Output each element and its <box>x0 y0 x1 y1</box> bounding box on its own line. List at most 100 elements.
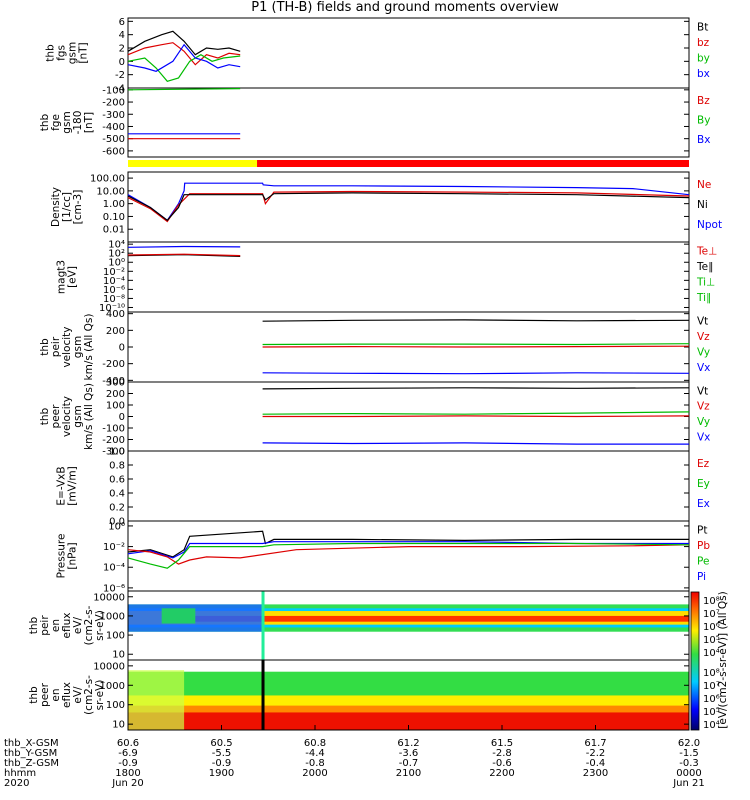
series-Vx <box>262 372 690 375</box>
spec-gap <box>261 660 265 730</box>
colorbar-label: 10⁸ <box>703 668 720 679</box>
y-tick-label: 2 <box>119 44 125 55</box>
panel-spec_ion: 10000 1000 100 10 thb peir en eflux eV/(cm2-s-sr… <box>28 590 690 661</box>
x-row-value: 1900 <box>209 768 234 779</box>
y-axis-label: [nT] <box>78 42 90 63</box>
y-tick-label: 0.01 <box>103 225 125 236</box>
x-row-value: 61.5 <box>491 738 513 749</box>
y-tick-label: 10⁻⁶ <box>103 583 125 594</box>
y-tick-label: 10⁻⁴ <box>103 276 125 287</box>
y-axis-label: eflux <box>61 613 73 639</box>
legend-Pe: Pe <box>697 556 709 568</box>
y-tick-label: 10⁰ <box>108 258 125 269</box>
colorbar-label: 10⁷ <box>703 609 720 620</box>
panel-frame <box>127 241 690 313</box>
y-tick-label: 1.00 <box>103 199 125 210</box>
x-row-value: -2.2 <box>586 748 606 759</box>
series-by <box>127 54 241 82</box>
legend-Bt: Bt <box>697 21 708 33</box>
panel-velocity_all: 400 200 0 -200 -400 thb peir velocity gsm km/s (A… <box>39 309 710 387</box>
y-axis-label: fgs <box>56 45 68 61</box>
y-axis-label: thb <box>28 686 40 704</box>
legend-Vx: Vx <box>697 362 710 374</box>
series-Ti∥ <box>127 245 241 248</box>
y-tick-label: -200 <box>102 435 125 446</box>
y-tick-label: -400 <box>102 376 125 387</box>
series-Ne <box>127 190 690 223</box>
colorbar-title: [eV/(cm2-s-sr-eV)] (All Qs) <box>717 591 729 728</box>
y-axis-label: thb <box>39 407 51 425</box>
series-Pe <box>127 542 690 569</box>
x-row-label: hhmm <box>4 768 36 779</box>
y-tick-label: -200 <box>102 359 125 370</box>
series-bx <box>127 43 241 72</box>
x-row-value: 60.6 <box>117 738 139 749</box>
y-tick-label: -4 <box>115 84 125 95</box>
y-tick-label: -2 <box>115 70 125 81</box>
y-axis-label: km/s (All Qs) <box>83 314 95 381</box>
colorbar-label: 10⁸ <box>703 596 720 607</box>
y-axis-label: velocity <box>61 396 73 437</box>
y-axis-label: peer <box>50 404 62 429</box>
series-Vy <box>262 343 690 346</box>
y-tick-label: 200 <box>106 389 125 400</box>
y-axis-label: en <box>50 688 62 701</box>
y-tick-label: 0.10 <box>103 212 125 223</box>
x-row-label: thb_Z-GSM <box>4 758 59 769</box>
date-label: 2020 <box>4 778 29 789</box>
x-row-label: thb_Y-GSM <box>4 748 57 759</box>
colorbar-label: 10⁴ <box>703 720 720 731</box>
x-row-value: -0.6 <box>492 758 512 769</box>
colorbar-label: 10⁶ <box>703 622 720 633</box>
y-tick-label: 10⁰ <box>108 521 125 532</box>
y-axis-label: gsm <box>72 405 84 427</box>
x-row-value: 60.5 <box>210 738 232 749</box>
y-axis-label: (cm2-s- <box>83 675 95 715</box>
x-row-value: -0.9 <box>212 758 232 769</box>
y-tick-label: 0.0 <box>109 517 125 528</box>
colorbar-label: 10⁶ <box>703 694 720 705</box>
series-Vz <box>262 345 690 348</box>
y-axis-label: [nPa] <box>67 542 79 569</box>
chart-title: P1 (TH-B) fields and ground moments over… <box>251 0 559 15</box>
series-Npot <box>127 182 690 222</box>
spectrogram-spec_electron <box>128 660 689 730</box>
legend-Vx: Vx <box>697 431 710 443</box>
y-axis-label: peir <box>39 615 51 636</box>
y-axis-label: [mV/m] <box>67 466 79 505</box>
y-axis-label: peer <box>39 682 51 707</box>
y-tick-label: 400 <box>106 309 125 320</box>
legend-Te⊥: Te⊥ <box>696 245 717 257</box>
x-row-value: -0.3 <box>679 758 699 769</box>
y-axis-label: magt3 <box>56 260 68 294</box>
x-row-value: -3.6 <box>399 748 419 759</box>
legend-by: by <box>697 53 710 65</box>
date-value: Jun 20 <box>111 778 144 789</box>
x-row-value: -6.9 <box>118 748 138 759</box>
y-axis-label: thb <box>45 44 57 62</box>
y-axis-label: Density <box>50 187 62 227</box>
x-row-value: 2000 <box>302 768 327 779</box>
colorbar-label: 10⁷ <box>703 681 720 692</box>
series-Bt <box>127 30 241 56</box>
legend-Ne: Ne <box>697 179 711 191</box>
legend-Vz: Vz <box>697 331 710 343</box>
y-tick-label: 300 <box>106 378 125 389</box>
y-axis-label: eV/ <box>72 686 84 704</box>
legend-Vy: Vy <box>697 347 710 359</box>
legend-bz: bz <box>697 37 710 49</box>
x-row-value: -2.8 <box>492 748 512 759</box>
y-tick-label: 10.00 <box>96 186 125 197</box>
spec-early <box>128 670 185 730</box>
y-tick-label: 100.00 <box>90 174 125 185</box>
series-By <box>127 88 241 91</box>
y-axis-label: velocity <box>61 326 73 367</box>
legend-Ey: Ey <box>697 478 710 490</box>
legend-Vt: Vt <box>697 315 708 327</box>
legend-Pi: Pi <box>697 571 706 583</box>
colorbar-label: 10⁵ <box>703 707 720 718</box>
spec-early-green <box>161 608 196 624</box>
legend-Bx: Bx <box>697 134 710 146</box>
spec-band-red <box>184 615 689 622</box>
